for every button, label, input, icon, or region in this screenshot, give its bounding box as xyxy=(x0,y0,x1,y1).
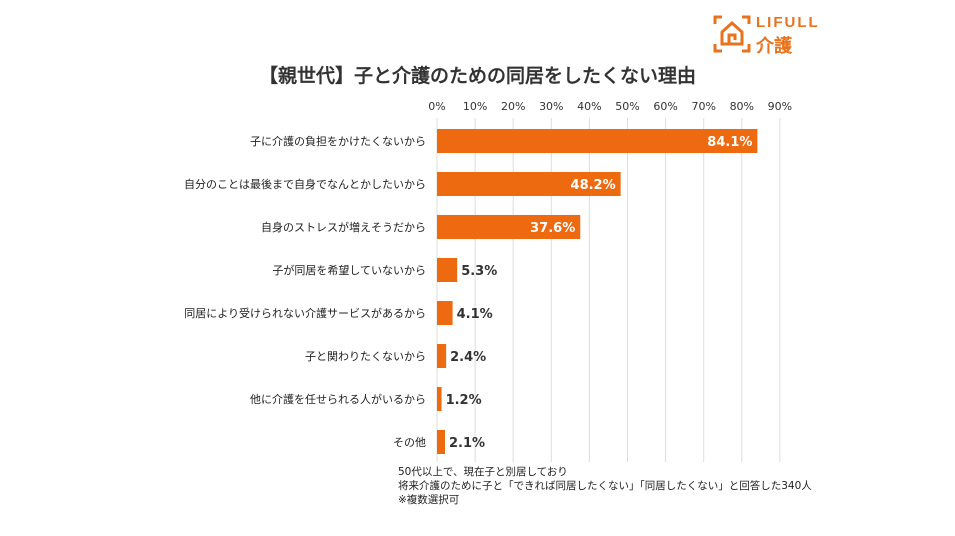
category-label: 他に介護を任せられる人がいるから xyxy=(250,392,426,406)
x-tick-label: 70% xyxy=(691,100,715,113)
logo-sub: 介護 xyxy=(756,36,792,57)
x-tick-label: 10% xyxy=(463,100,487,113)
chart-title: 【親世代】子と介護のための同居をしたくない理由 xyxy=(258,65,696,87)
x-tick-label: 80% xyxy=(730,100,754,113)
category-label: 自分のことは最後まで自身でなんとかしたいから xyxy=(184,177,426,191)
x-tick-label: 90% xyxy=(768,100,792,113)
data-label: 2.4% xyxy=(450,350,486,365)
bar xyxy=(437,172,621,196)
bar xyxy=(437,430,446,454)
data-label: 84.1% xyxy=(707,135,752,150)
category-label: その他 xyxy=(393,436,426,449)
category-label: 同居により受けられない介護サービスがあるから xyxy=(184,306,426,320)
lifull-kaigo-logo: LIFULL 介護 xyxy=(712,14,832,57)
x-tick-label: 0% xyxy=(428,100,445,113)
x-tick-label: 60% xyxy=(653,100,677,113)
data-label: 2.1% xyxy=(449,436,485,451)
footnote-line: 50代以上で、現在子と別居しており xyxy=(398,466,568,478)
bar xyxy=(437,129,758,153)
x-tick-label: 40% xyxy=(577,100,601,113)
bar xyxy=(437,258,458,282)
data-label: 5.3% xyxy=(461,264,497,279)
data-label: 4.1% xyxy=(457,307,493,322)
category-label: 自身のストレスが増えそうだから xyxy=(261,220,426,234)
bar xyxy=(437,215,581,239)
x-tick-label: 30% xyxy=(539,100,563,113)
data-label: 1.2% xyxy=(446,393,482,408)
x-tick-label: 20% xyxy=(501,100,525,113)
house-logo-icon xyxy=(713,15,751,53)
bar xyxy=(437,301,453,325)
category-label: 子と関わりたくないから xyxy=(305,350,426,363)
data-label: 37.6% xyxy=(530,221,575,236)
footnote-line: 将来介護のために子と「できれば同居したくない」「同居したくない」と回答した340… xyxy=(398,480,812,492)
x-tick-label: 50% xyxy=(615,100,639,113)
category-label: 子が同居を希望していないから xyxy=(272,263,426,277)
footnote-line: ※複数選択可 xyxy=(398,494,460,506)
category-label: 子に介護の負担をかけたくないから xyxy=(250,134,426,148)
bar xyxy=(437,387,442,411)
data-label: 48.2% xyxy=(571,178,616,193)
footnote: 50代以上で、現在子と別居しており 将来介護のために子と「できれば同居したくない… xyxy=(398,465,812,507)
bar xyxy=(437,344,447,368)
logo-brand: LIFULL xyxy=(756,14,820,31)
